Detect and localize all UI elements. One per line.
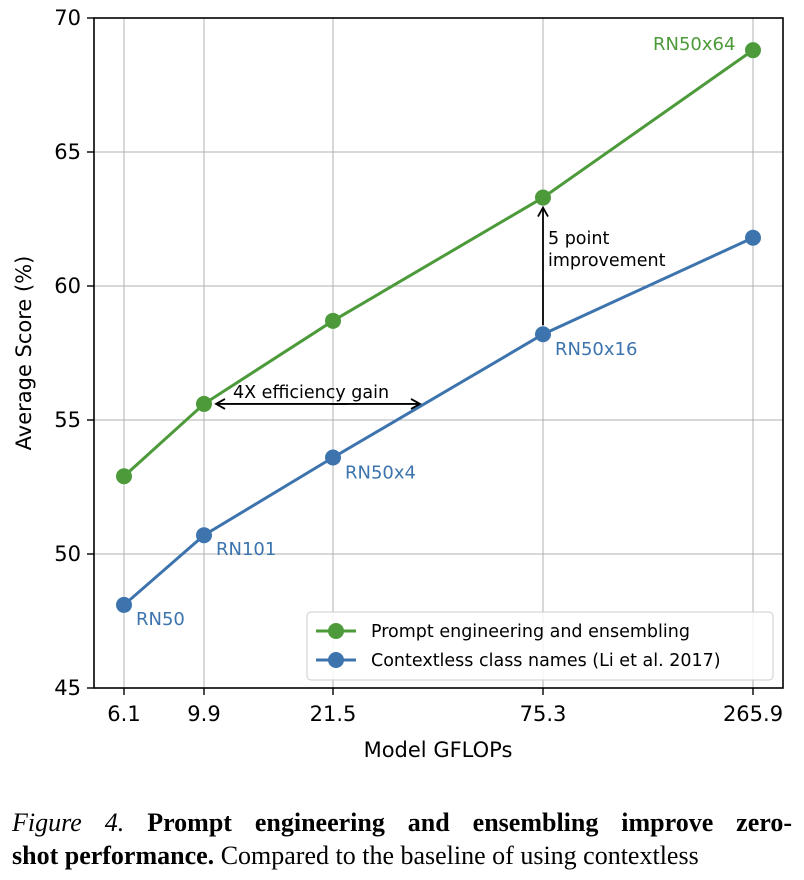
point-label: RN50x64: [653, 34, 735, 55]
legend-box: [306, 611, 774, 681]
data-point: [745, 229, 761, 246]
legend: Prompt engineering and ensembling Context…: [306, 611, 774, 681]
point-label: RN101: [216, 539, 276, 560]
x-tick-label: 75.3: [520, 702, 567, 726]
figure-label: Figure 4.: [12, 808, 125, 837]
improvement-label: improvement: [548, 251, 666, 271]
y-tick-label: 55: [54, 408, 81, 432]
point-label: RN50x4: [345, 463, 416, 484]
efficiency-label: 4X efficiency gain: [233, 383, 389, 403]
plot-frame: [93, 17, 784, 689]
caption-bold-line-1: Prompt engineering and ensembling improv…: [147, 808, 792, 837]
figure-caption-line-1: Figure 4. Prompt engineering and ensembl…: [12, 806, 792, 839]
series-layer: RN50x64 RN50 RN101 RN50x4 RN50x16: [116, 34, 761, 630]
caption-bold-line-2: shot performance.: [12, 841, 215, 870]
data-point: [116, 596, 132, 613]
grid: [94, 17, 783, 689]
y-tick-label: 60: [54, 274, 81, 298]
data-point: [116, 468, 132, 485]
legend-marker: [328, 652, 344, 668]
improvement-label: 5 point: [548, 229, 609, 249]
data-point: [325, 312, 341, 329]
data-point: [196, 395, 212, 412]
point-label: RN50: [136, 609, 185, 630]
caption-text-line-2: Compared to the baseline of using contex…: [220, 841, 699, 870]
figure-caption-line-2: shot performance. Compared to the baseli…: [12, 839, 792, 872]
y-tick-label: 45: [54, 676, 81, 700]
y-tick-label: 70: [54, 6, 81, 30]
data-point: [745, 42, 761, 59]
legend-marker: [328, 623, 344, 639]
data-point: [535, 189, 551, 206]
chart: RN50x64 RN50 RN101 RN50x4 RN50x16 4X efficie…: [12, 6, 784, 762]
y-tick-label: 65: [54, 140, 81, 164]
y-tick-label: 50: [54, 542, 81, 566]
y-axis-label: Average Score (%): [12, 256, 36, 451]
x-tick-label: 265.9: [723, 702, 783, 726]
x-tick-label: 21.5: [310, 702, 357, 726]
x-tick-label: 9.9: [187, 702, 220, 726]
point-label: RN50x16: [555, 339, 637, 360]
legend-entry: Prompt engineering and ensembling: [371, 622, 690, 642]
x-axis-label: Model GFLOPs: [364, 738, 513, 762]
ticks: 6.1 9.9 21.5 75.3 265.9 45 50 55 60 65 70: [54, 6, 783, 726]
data-point: [535, 326, 551, 343]
data-point: [196, 527, 212, 544]
data-point: [325, 449, 341, 466]
x-tick-label: 6.1: [107, 702, 140, 726]
legend-entry: Contextless class names (Li et al. 2017): [371, 651, 721, 671]
